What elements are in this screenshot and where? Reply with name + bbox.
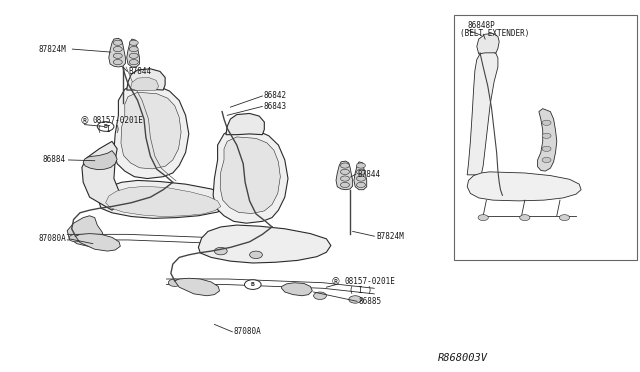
Circle shape [340,176,349,181]
Circle shape [198,285,211,292]
Polygon shape [127,69,165,90]
Text: ®: ® [331,277,341,286]
Polygon shape [354,162,367,190]
Text: 87080A: 87080A [38,234,66,243]
Polygon shape [198,225,331,263]
Bar [454,15,637,260]
Circle shape [113,46,122,52]
Text: 87824M: 87824M [38,45,66,54]
Polygon shape [114,84,189,179]
Circle shape [340,169,349,174]
Circle shape [356,163,365,168]
Circle shape [314,292,326,299]
Polygon shape [538,109,557,171]
Circle shape [113,60,122,65]
Circle shape [559,215,570,221]
Text: B7844: B7844 [357,170,380,179]
Polygon shape [467,172,581,201]
Circle shape [542,146,551,151]
Polygon shape [121,92,181,169]
Text: 86885: 86885 [358,297,381,306]
Circle shape [520,215,530,221]
Text: 86884: 86884 [43,155,66,164]
Polygon shape [83,151,117,170]
Circle shape [129,46,138,52]
Text: R868003V: R868003V [438,353,488,363]
Circle shape [113,53,122,58]
Circle shape [250,251,262,259]
Circle shape [168,279,181,286]
Circle shape [129,60,138,65]
Text: B: B [251,282,255,287]
Circle shape [97,122,114,131]
Polygon shape [336,161,353,190]
Text: B7844: B7844 [128,67,151,76]
Circle shape [99,240,112,247]
Text: 86842: 86842 [264,92,287,100]
Text: 86848P: 86848P [467,21,495,30]
Text: 08157-0201E: 08157-0201E [344,277,395,286]
Circle shape [349,296,362,303]
Circle shape [340,182,349,187]
Circle shape [69,234,82,242]
Polygon shape [213,128,288,223]
Circle shape [542,133,551,138]
Text: B: B [104,124,108,129]
Circle shape [244,280,261,289]
Circle shape [129,53,138,58]
Circle shape [113,40,122,45]
Text: 08157-0201E: 08157-0201E [93,116,143,125]
Text: B7824M: B7824M [376,232,404,241]
Text: (BELT EXTENDER): (BELT EXTENDER) [460,29,529,38]
Text: ( I ): ( I ) [97,125,120,134]
Polygon shape [127,39,140,67]
Text: ( I ): ( I ) [349,286,372,295]
Polygon shape [82,141,125,210]
Circle shape [356,176,365,181]
Polygon shape [99,180,232,218]
Polygon shape [220,137,280,214]
Polygon shape [67,216,104,247]
Polygon shape [467,51,498,175]
Polygon shape [76,234,120,251]
Text: ®: ® [79,116,90,126]
Circle shape [542,120,551,125]
Circle shape [542,157,551,163]
Polygon shape [109,38,125,67]
Polygon shape [477,33,499,54]
Polygon shape [282,283,312,296]
Polygon shape [175,278,220,296]
Circle shape [356,182,365,187]
Polygon shape [106,186,221,217]
Polygon shape [131,77,159,91]
Circle shape [340,163,349,168]
Circle shape [214,247,227,255]
Text: 86843: 86843 [264,102,287,111]
Circle shape [129,40,138,45]
Text: 87080A: 87080A [234,327,261,336]
Circle shape [478,215,488,221]
Polygon shape [226,113,264,135]
Circle shape [356,169,365,174]
